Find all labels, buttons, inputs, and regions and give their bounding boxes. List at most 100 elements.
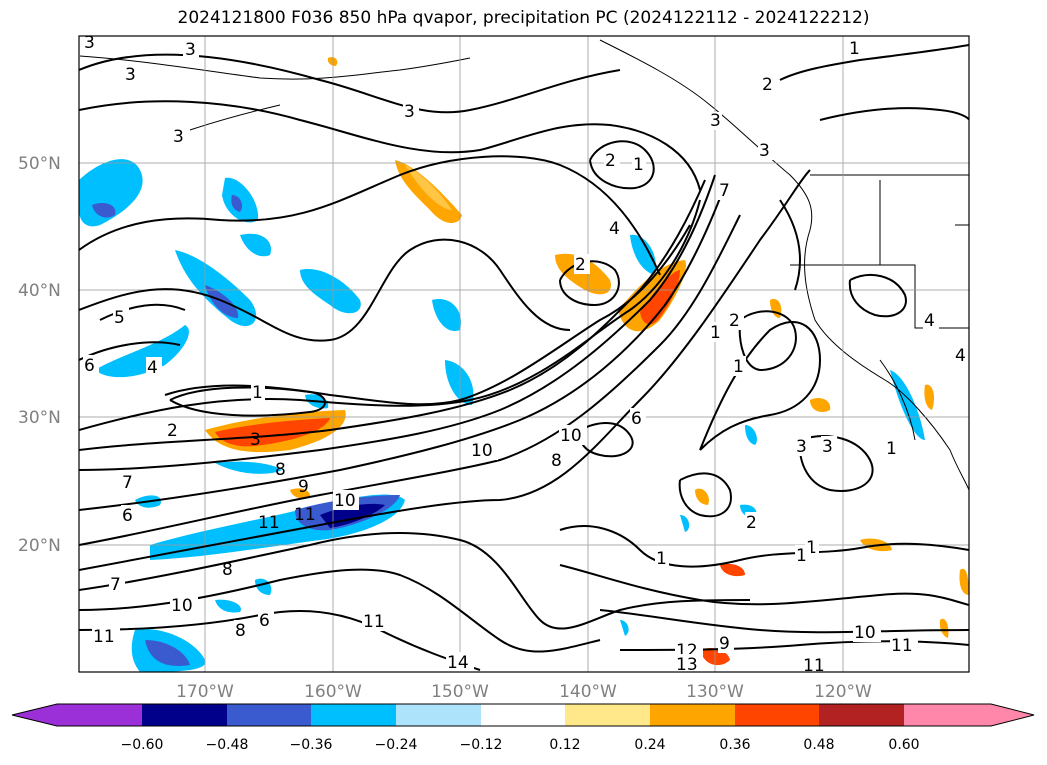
contour-label: 1 [886, 439, 897, 459]
qvapor-contours [79, 44, 969, 671]
graticule [79, 36, 969, 672]
contour-label: 5 [114, 308, 125, 328]
colorbar-tick-label: 0.48 [803, 737, 834, 753]
precip-shading-positive [205, 57, 969, 666]
contour-label: 2 [605, 151, 616, 171]
colorbar-segment [396, 704, 481, 726]
colorbar-segment [142, 704, 227, 726]
contour-label: 11 [258, 513, 280, 533]
contour-label: 1 [633, 155, 644, 175]
colorbar-tick-label: −0.24 [375, 737, 418, 753]
colorbar-tick-label: 0.60 [888, 737, 919, 753]
map-frame [78, 35, 970, 673]
colorbar-segment [735, 704, 819, 726]
contour-label: 7 [110, 575, 121, 595]
contour-label: 7 [122, 473, 133, 493]
contour-label: 4 [955, 346, 966, 366]
colorbar-tick-label: −0.60 [121, 737, 164, 753]
contour-label: 3 [173, 127, 184, 147]
colorbar-tick-label: −0.12 [460, 737, 503, 753]
colorbar-extend-left [12, 704, 57, 726]
contour-label: 3 [822, 437, 833, 457]
contour-label: 2 [762, 75, 773, 95]
contour-label: 1 [849, 39, 860, 59]
contour-labels: 3 3 3 3 3 3 1 2 2 1 3 4 5 6 [83, 33, 969, 676]
colorbar-extend-right [991, 704, 1034, 726]
colorbar-segment [57, 704, 142, 726]
contour-label: 3 [710, 111, 721, 131]
contour-label: 1 [806, 538, 817, 558]
contour-label: 10 [854, 623, 876, 643]
coastlines [79, 39, 969, 491]
contour-label: 2 [167, 421, 178, 441]
lat-label: 20°N [18, 536, 61, 556]
lon-label: 130°W [686, 682, 744, 702]
contour-label: 4 [609, 219, 620, 239]
colorbar-segment [904, 704, 991, 726]
contour-label: 4 [147, 358, 158, 378]
contour-label: 6 [122, 506, 133, 526]
contour-label: 9 [298, 477, 309, 497]
lat-label: 30°N [18, 408, 61, 428]
colorbar-tick-labels: −0.60 −0.48 −0.36 −0.24 −0.12 0.12 0.24 … [121, 737, 920, 753]
colorbar-segment [227, 704, 311, 726]
contour-label: 11 [803, 656, 825, 676]
contour-label: 3 [125, 65, 136, 85]
colorbar-tick-label: −0.36 [290, 737, 333, 753]
colorbar-tick-label: −0.48 [206, 737, 249, 753]
contour-label: 3 [84, 33, 95, 53]
map-background [79, 36, 969, 672]
contour-label: 8 [551, 451, 562, 471]
contour-label: 3 [796, 437, 807, 457]
contour-label: 10 [171, 596, 193, 616]
colorbar-segment [819, 704, 904, 726]
plot-title: 2024121800 F036 850 hPa qvapor, precipit… [177, 8, 870, 28]
colorbar-segment [311, 704, 396, 726]
contour-label: 13 [676, 655, 698, 675]
lon-label: 140°W [559, 682, 617, 702]
colorbar-tick-label: 0.24 [634, 737, 665, 753]
contour-label: 10 [334, 491, 356, 511]
lat-label: 50°N [18, 154, 61, 174]
contour-label: 2 [575, 255, 586, 275]
contour-label: 11 [294, 505, 316, 525]
contour-label: 1 [252, 383, 263, 403]
lat-label: 40°N [18, 281, 61, 301]
contour-label: 1 [710, 323, 721, 343]
contour-label: 3 [250, 430, 261, 450]
colorbar-tick-label: 0.12 [549, 737, 580, 753]
contour-label: 2 [746, 513, 757, 533]
contour-label: 3 [185, 40, 196, 60]
contour-label: 8 [235, 621, 246, 641]
lon-label: 150°W [431, 682, 489, 702]
contour-label: 8 [275, 460, 286, 480]
contour-label: 8 [222, 560, 233, 580]
contour-label: 11 [363, 612, 385, 632]
contour-label: 1 [796, 546, 807, 566]
longitude-labels: 170°W 160°W 150°W 140°W 130°W 120°W [176, 682, 872, 702]
contour-label: 14 [447, 653, 469, 673]
contour-label: 6 [631, 409, 642, 429]
colorbar-segment [650, 704, 735, 726]
colorbar-segments [12, 704, 1034, 726]
contour-label: 1 [733, 357, 744, 377]
contour-label: 11 [93, 627, 115, 647]
colorbar-segment [565, 704, 650, 726]
contour-label: 6 [84, 356, 95, 376]
colorbar-outline [11, 703, 1035, 727]
colorbar-tick-label: 0.36 [719, 737, 750, 753]
map-area: 3 3 3 3 3 3 1 2 2 1 3 4 5 6 [79, 33, 969, 676]
contour-label: 1 [656, 549, 667, 569]
contour-label: 6 [259, 611, 270, 631]
lon-label: 120°W [814, 682, 872, 702]
contour-label: 7 [719, 181, 730, 201]
colorbar: −0.60 −0.48 −0.36 −0.24 −0.12 0.12 0.24 … [11, 703, 1035, 753]
latitude-labels: 50°N 40°N 30°N 20°N [18, 154, 61, 556]
lon-label: 160°W [304, 682, 362, 702]
contour-label: 9 [719, 634, 730, 654]
contour-label: 3 [759, 141, 770, 161]
lon-label: 170°W [176, 682, 234, 702]
contour-label: 11 [891, 636, 913, 656]
contour-label: 2 [729, 311, 740, 331]
